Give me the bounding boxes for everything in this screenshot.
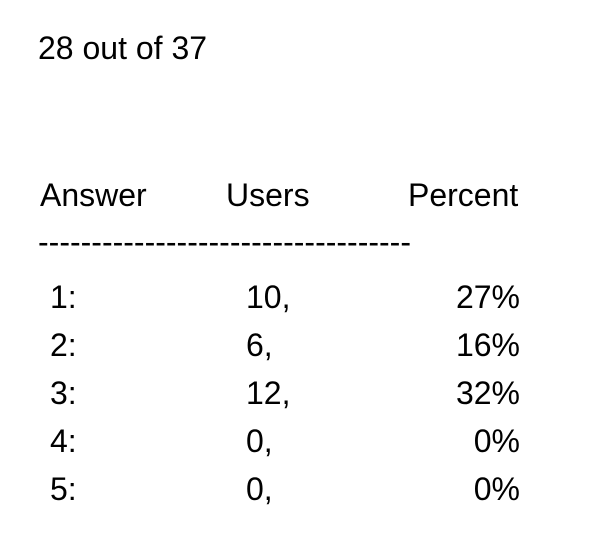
- percent-value: 0%: [473, 423, 520, 459]
- header-percent: Percent: [408, 177, 519, 213]
- percent-value: 27%: [455, 279, 520, 315]
- users-count: 0,: [246, 423, 273, 459]
- users-count: 6,: [246, 327, 273, 363]
- results-table: Answer Users Percent -------------------…: [38, 175, 568, 507]
- table-header: Answer Users Percent: [38, 175, 568, 215]
- table-row: 5: 0, 0%: [38, 469, 568, 517]
- table-row: 3: 12, 32%: [38, 373, 568, 421]
- response-summary: 28 out of 37: [38, 30, 208, 66]
- users-count: 12,: [246, 375, 291, 411]
- header-users: Users: [226, 177, 310, 213]
- users-count: 10,: [246, 279, 291, 315]
- percent-value: 0%: [473, 471, 520, 507]
- answer-number: 3:: [50, 375, 77, 411]
- table-row: 2: 6, 16%: [38, 325, 568, 373]
- users-count: 0,: [246, 471, 273, 507]
- answer-number: 2:: [50, 327, 77, 363]
- header-divider: -----------------------------------: [38, 227, 411, 257]
- percent-value: 32%: [455, 375, 520, 411]
- percent-value: 16%: [455, 327, 520, 363]
- table-row: 1: 10, 27%: [38, 277, 568, 325]
- answer-number: 1:: [50, 279, 77, 315]
- answer-number: 4:: [50, 423, 77, 459]
- header-answer: Answer: [40, 177, 147, 213]
- table-body: 1: 10, 27% 2: 6, 16% 3: 12, 32% 4: 0, 0%…: [38, 277, 568, 517]
- table-row: 4: 0, 0%: [38, 421, 568, 469]
- answer-number: 5:: [50, 471, 77, 507]
